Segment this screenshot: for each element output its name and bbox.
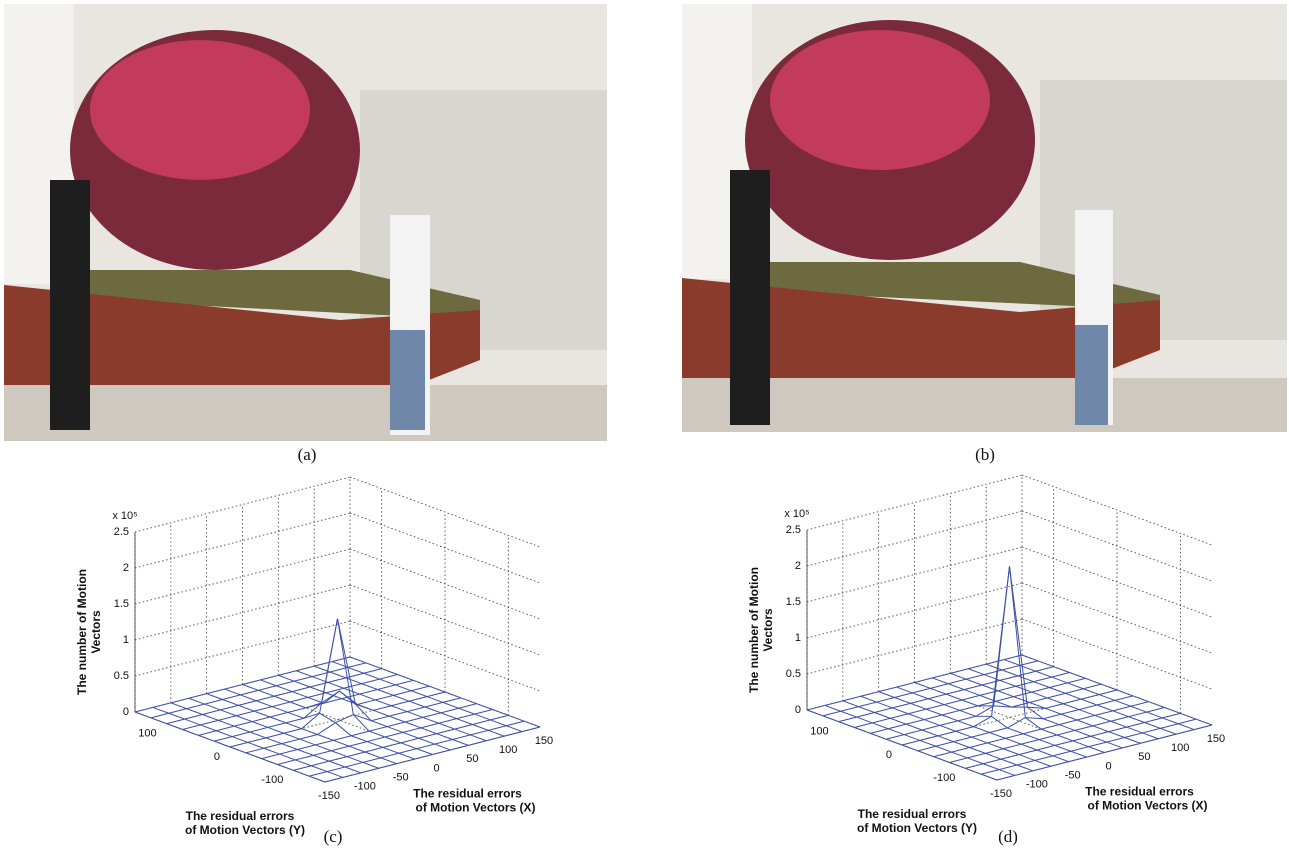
jeans (390, 330, 425, 430)
mesh-line (135, 712, 325, 782)
z-axis-label: The number of Motion (75, 569, 89, 695)
z-tick-label: 0.5 (786, 668, 801, 680)
caption: (d) (998, 827, 1018, 846)
z-axis-label: The number of Motion (747, 567, 761, 693)
photo-b (682, 4, 1287, 432)
jeans (1075, 325, 1108, 425)
x-tick-label: -100 (1026, 779, 1048, 791)
z-tick-label: 2 (795, 560, 801, 572)
y-axis-label: The residual errors (186, 809, 295, 823)
y-tick-label: -100 (261, 774, 283, 786)
y-tick-label: 100 (138, 728, 156, 740)
z-tick-label: 2.5 (114, 526, 129, 538)
mesh-line (332, 662, 522, 732)
mesh-line (314, 666, 504, 736)
y-tick-label: 100 (810, 726, 828, 738)
x-tick-label: -50 (1065, 770, 1081, 782)
mesh-line (214, 686, 429, 741)
x-tick-label: 150 (1207, 733, 1225, 745)
mesh-line (807, 710, 997, 780)
x-tick-label: -150 (990, 788, 1012, 800)
mesh-line (278, 675, 468, 745)
bush-leaves (90, 40, 310, 180)
mesh-line (207, 694, 397, 764)
bush-leaves (770, 30, 990, 170)
mesh-line (950, 673, 1140, 743)
x-tick-label: 50 (1138, 751, 1150, 763)
z-tick-label: 2.5 (786, 524, 801, 536)
page: {"captions": ["(a)", "(b)", "(c)", "(d)"… (0, 0, 1289, 850)
z-tick-label: 0 (795, 704, 801, 716)
z-tick-label: 1.5 (786, 596, 801, 608)
caption: (b) (975, 445, 995, 464)
surface-plot: -150 -100 -50 0 50 100 150 -100 0 100 0 0.5 1 1.5 2 2.5… (747, 475, 1225, 835)
surface-plot: -150 -100 -50 0 50 100 150 -100 0 100 0 0.5 1 1.5 2 2.5… (75, 477, 553, 837)
y-tick-label: 0 (886, 749, 892, 761)
mesh-line (1004, 660, 1194, 730)
y-axis-label: The residual errors (858, 807, 967, 821)
z-tick-label: 1 (795, 632, 801, 644)
z-axis-label: Vectors (761, 608, 775, 652)
z-multiplier: x 10⁵ (784, 508, 809, 520)
x-axis-label: The residual errors (413, 787, 522, 801)
x-tick-label: 0 (433, 762, 439, 774)
x-axis-label: The residual errors (1085, 785, 1194, 799)
x-tick-label: -150 (318, 790, 340, 802)
x-tick-label: 50 (466, 753, 478, 765)
mesh-line (171, 703, 361, 773)
figure: (a) (b) (c) (d) -150-100-50050100150-100… (0, 0, 1289, 850)
z-tick-label: 1.5 (114, 598, 129, 610)
z-tick-label: 0.5 (114, 670, 129, 682)
caption: (c) (324, 827, 343, 846)
ground (682, 378, 1287, 432)
x-axis-label: of Motion Vectors (X) (1088, 799, 1208, 813)
x-axis-label: of Motion Vectors (X) (416, 801, 536, 815)
grid-line (350, 477, 540, 547)
z-tick-label: 0 (123, 706, 129, 718)
y-axis-label: of Motion Vectors (Y) (185, 823, 305, 837)
x-tick-label: 100 (1171, 742, 1189, 754)
x-tick-label: -50 (393, 772, 409, 784)
grid-line (1022, 475, 1212, 545)
y-axis-label: of Motion Vectors (Y) (857, 821, 977, 835)
z-tick-label: 2 (123, 562, 129, 574)
x-tick-label: 100 (499, 744, 517, 756)
photo-a (4, 4, 607, 441)
x-tick-label: 150 (535, 735, 553, 747)
person (50, 180, 90, 430)
mesh-line (886, 684, 1101, 739)
y-tick-label: -100 (933, 772, 955, 784)
z-tick-label: 1 (123, 634, 129, 646)
y-tick-label: 0 (214, 751, 220, 763)
ground (4, 385, 607, 441)
z-axis-label: Vectors (89, 610, 103, 654)
person (730, 170, 770, 425)
mesh-line (968, 669, 1158, 739)
mesh-line (230, 619, 445, 747)
mesh-line (879, 692, 1069, 762)
x-tick-label: 0 (1105, 760, 1111, 772)
z-multiplier: x 10⁵ (112, 510, 137, 522)
x-tick-label: -100 (354, 781, 376, 793)
caption: (a) (298, 445, 317, 464)
mesh-line (843, 701, 1033, 771)
